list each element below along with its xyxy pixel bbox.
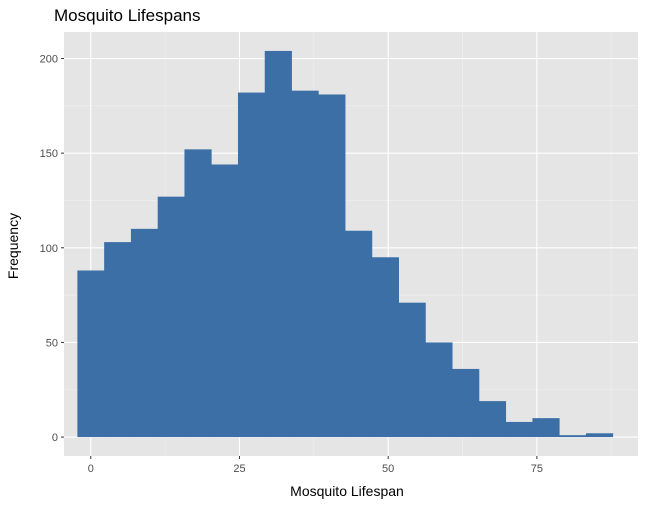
histogram-bar — [585, 433, 614, 438]
histogram-bars — [77, 50, 614, 438]
histogram-bar — [184, 149, 212, 438]
histogram-bar — [237, 92, 266, 438]
histogram-bar — [532, 418, 560, 438]
histogram-bar — [345, 230, 373, 438]
y-tick-label: 0 — [52, 432, 58, 444]
y-tick-label: 50 — [46, 337, 58, 349]
histogram-bar — [425, 342, 453, 438]
x-tick-label: 0 — [88, 463, 94, 475]
x-axis-title: Mosquito Lifespan — [290, 483, 404, 499]
histogram-bar — [104, 242, 132, 438]
x-tick-label: 75 — [531, 463, 543, 475]
histogram-bar — [371, 257, 399, 438]
histogram-bar — [77, 270, 105, 438]
histogram-bar — [291, 90, 319, 438]
histogram-bar — [157, 196, 185, 438]
y-axis-title: Frequency — [5, 213, 21, 279]
histogram-bar — [130, 228, 159, 438]
histogram-bar — [505, 421, 533, 438]
histogram-bar — [559, 435, 587, 438]
x-tick-label: 50 — [382, 463, 394, 475]
y-tick-label: 150 — [40, 148, 58, 160]
histogram-bar — [264, 50, 292, 438]
x-axis-ticks: 0 25 50 75 — [88, 456, 543, 475]
histogram-bar — [211, 164, 239, 438]
histogram-bar — [398, 302, 426, 438]
x-tick-label: 25 — [233, 463, 245, 475]
y-axis-ticks: 0 50 100 150 200 — [40, 54, 64, 444]
y-tick-label: 200 — [40, 54, 58, 66]
histogram-bar — [478, 401, 507, 438]
histogram-bar — [452, 368, 480, 438]
histogram-bar — [318, 94, 346, 438]
chart-title: Mosquito Lifespans — [54, 6, 200, 25]
y-tick-label: 100 — [40, 243, 58, 255]
